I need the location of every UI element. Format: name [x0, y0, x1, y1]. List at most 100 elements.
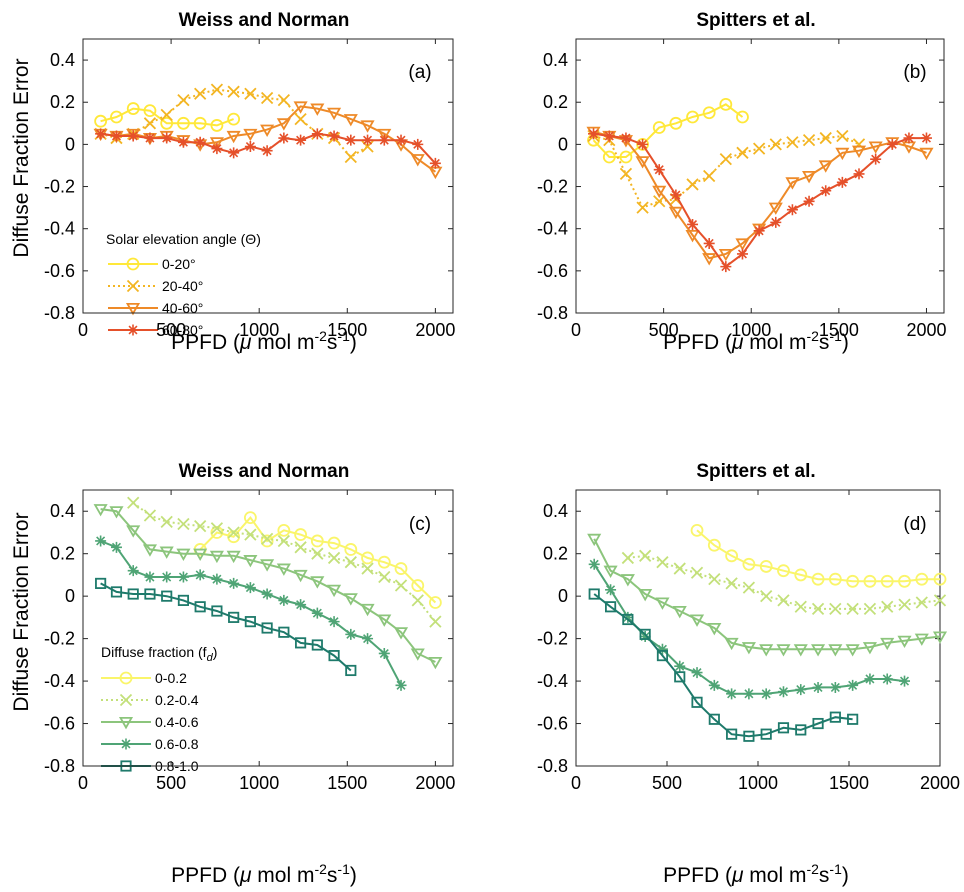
marker-circle [915, 572, 929, 586]
marker-x [177, 517, 190, 531]
marker-triangle [159, 130, 174, 144]
y-tick-label: 0 [558, 586, 568, 606]
series-20-40° [587, 129, 866, 214]
marker-x [794, 600, 807, 613]
panel-c: Weiss and Norman (c) Diffuse Fraction Er… [10, 461, 455, 887]
marker-x [294, 541, 307, 554]
marker-x [656, 556, 669, 569]
marker-square [177, 594, 190, 606]
marker-asterisk [886, 138, 898, 150]
y-tick-label: -0.6 [537, 714, 568, 734]
series-0.6-0.8 [95, 535, 407, 691]
marker-x [294, 112, 307, 126]
y-tick-label: 0.2 [50, 544, 75, 564]
marker-circle [742, 557, 756, 571]
marker-asterisk [691, 667, 703, 679]
marker-asterisk [95, 128, 107, 140]
marker-circle [619, 150, 633, 164]
marker-circle [143, 104, 157, 118]
marker-square [161, 590, 173, 602]
series-line [592, 103, 744, 158]
y-tick-label: -0.2 [537, 177, 568, 197]
marker-asterisk [177, 571, 189, 583]
marker-asterisk [588, 558, 600, 570]
marker-x [786, 136, 799, 149]
series-0.4-0.6 [587, 533, 948, 657]
marker-x [160, 515, 173, 528]
marker-asterisk [777, 686, 789, 698]
marker-asterisk [603, 130, 615, 142]
marker-square [311, 639, 323, 651]
marker-asterisk [362, 134, 374, 146]
marker-triangle [226, 550, 241, 564]
marker-asterisk [820, 185, 832, 197]
marker-x [429, 615, 442, 628]
marker-asterisk [228, 577, 240, 589]
marker-asterisk [803, 195, 815, 207]
marker-triangle [741, 642, 756, 655]
marker-circle [361, 551, 374, 565]
marker-square [194, 601, 206, 613]
marker-square [605, 601, 617, 613]
series-line [593, 593, 853, 738]
marker-triangle [226, 130, 241, 144]
legend-label: 0-20° [162, 256, 196, 272]
y-tick-label: -0.4 [537, 671, 568, 691]
marker-square [95, 577, 107, 589]
y-tick-label: -0.6 [537, 261, 568, 281]
marker-asterisk [812, 681, 824, 693]
marker-triangle [276, 563, 291, 576]
marker-triangle [393, 627, 409, 640]
marker-triangle [93, 504, 108, 517]
marker-asterisk [177, 136, 189, 148]
marker-triangle [209, 550, 224, 564]
marker-triangle [428, 656, 443, 670]
legend-item: 0.2-0.4 [101, 692, 199, 708]
x-tick-label: 500 [156, 320, 186, 340]
x-tick-label: 2000 [415, 320, 455, 340]
marker-triangle [735, 238, 750, 251]
marker-asterisk [670, 189, 682, 201]
marker-triangle [828, 644, 843, 657]
y-axis-label: Diffuse Fraction Error [10, 58, 33, 257]
x-tick-label: 1000 [738, 773, 778, 793]
marker-x [277, 534, 290, 548]
marker-asterisk [194, 136, 206, 148]
legend-item: 60-80° [108, 322, 203, 338]
marker-triangle [109, 506, 124, 519]
marker-triangle [360, 120, 375, 133]
marker-square [144, 588, 156, 600]
x-tick-label: 1500 [327, 773, 367, 793]
series-0.2-0.4 [621, 549, 947, 616]
marker-asterisk [144, 132, 156, 144]
marker-asterisk [795, 684, 807, 696]
x-tick-label: 0 [571, 320, 581, 340]
marker-x [160, 108, 173, 122]
marker-square [622, 613, 634, 626]
marker-triangle [125, 302, 141, 316]
x-tick-label: 1500 [829, 773, 869, 793]
legend-label: 0.4-0.6 [155, 714, 199, 730]
marker-square [795, 724, 807, 736]
marker-square [847, 713, 859, 725]
marker-triangle [880, 637, 895, 651]
marker-asterisk [378, 134, 390, 146]
marker-square [812, 717, 824, 730]
marker-circle [126, 102, 140, 115]
marker-circle [863, 574, 877, 588]
marker-triangle [652, 185, 667, 199]
marker-asterisk [753, 225, 765, 237]
marker-triangle [668, 206, 683, 220]
marker-triangle [718, 248, 733, 262]
marker-asterisk [395, 679, 407, 691]
marker-asterisk [656, 643, 668, 655]
marker-asterisk [127, 565, 139, 577]
panel-a: Weiss and Norman (a) Diffuse Fraction Er… [10, 10, 455, 354]
legend-elevation: Solar elevation angle (Θ) 0-20° 20-40° 40-… [106, 231, 261, 338]
marker-triangle [919, 147, 934, 161]
marker-x [210, 522, 224, 535]
y-axis-label: Diffuse Fraction Error [10, 512, 33, 711]
y-tick-label: -0.6 [44, 261, 75, 281]
x-tick-label: 2000 [415, 773, 455, 793]
